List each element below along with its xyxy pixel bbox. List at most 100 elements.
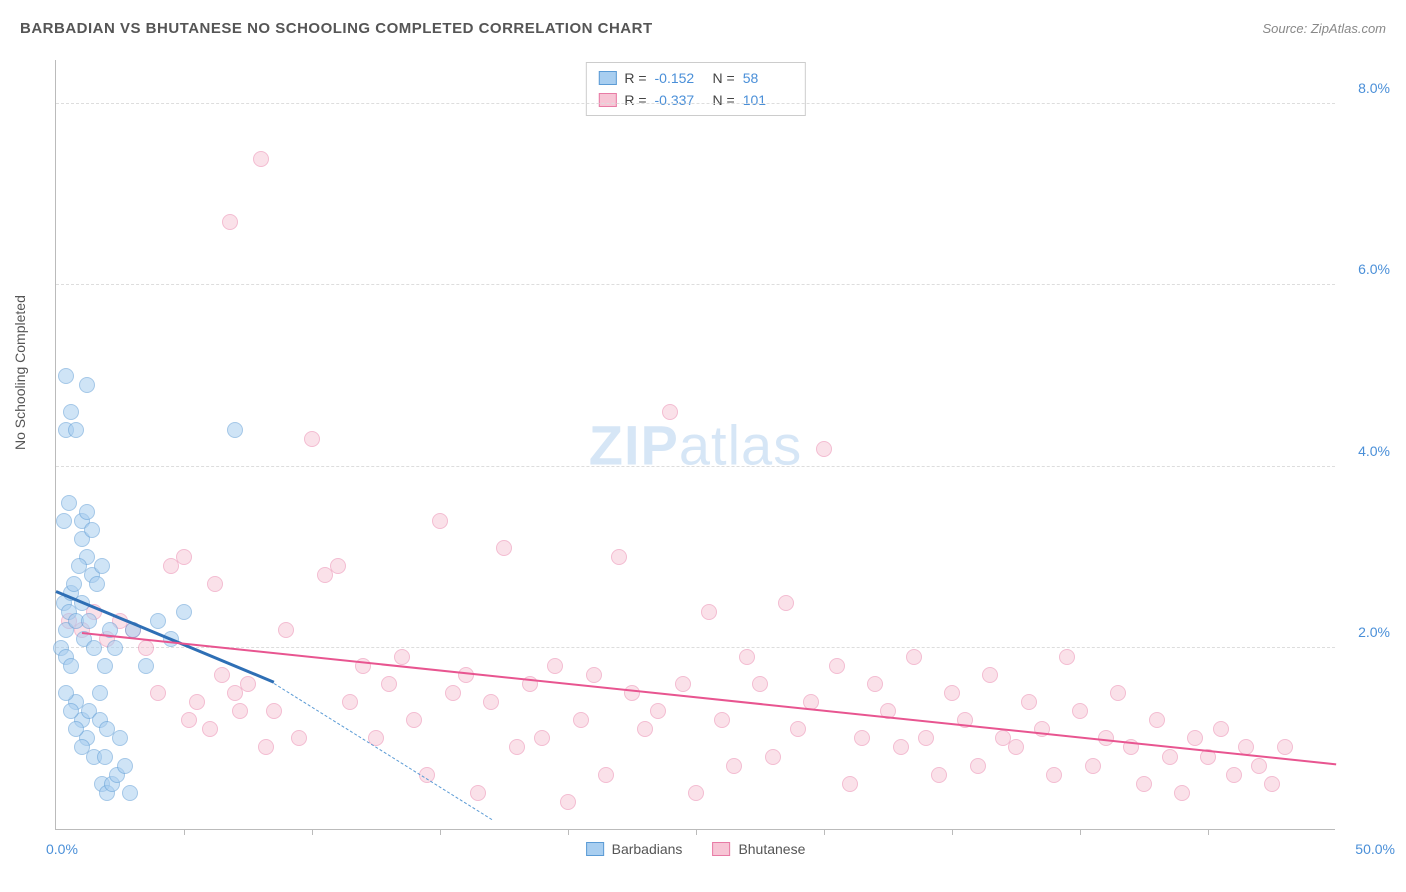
scatter-point-bhutanese: [1021, 694, 1037, 710]
scatter-point-bhutanese: [893, 739, 909, 755]
scatter-point-bhutanese: [688, 785, 704, 801]
scatter-point-bhutanese: [1174, 785, 1190, 801]
scatter-point-bhutanese: [931, 767, 947, 783]
scatter-point-barbadians: [92, 685, 108, 701]
x-tick: [1080, 829, 1081, 835]
source-attribution: Source: ZipAtlas.com: [1262, 21, 1386, 36]
chart-title: BARBADIAN VS BHUTANESE NO SCHOOLING COMP…: [20, 20, 653, 37]
scatter-point-barbadians: [97, 749, 113, 765]
scatter-point-bhutanese: [573, 712, 589, 728]
correlation-stats-box: R = -0.152 N = 58 R = -0.337 N = 101: [585, 62, 805, 116]
scatter-point-bhutanese: [918, 730, 934, 746]
scatter-point-bhutanese: [240, 676, 256, 692]
scatter-point-bhutanese: [560, 794, 576, 810]
scatter-point-barbadians: [107, 640, 123, 656]
n-value-barbadians: 58: [743, 67, 793, 89]
scatter-point-barbadians: [89, 576, 105, 592]
scatter-point-bhutanese: [381, 676, 397, 692]
scatter-point-bhutanese: [1277, 739, 1293, 755]
scatter-point-bhutanese: [189, 694, 205, 710]
scatter-point-bhutanese: [1162, 749, 1178, 765]
scatter-point-barbadians: [63, 703, 79, 719]
x-tick: [824, 829, 825, 835]
scatter-point-barbadians: [99, 721, 115, 737]
scatter-point-barbadians: [122, 785, 138, 801]
scatter-point-bhutanese: [624, 685, 640, 701]
legend-label-bhutanese: Bhutanese: [738, 841, 805, 857]
scatter-point-bhutanese: [714, 712, 730, 728]
gridline: [56, 466, 1335, 467]
scatter-point-bhutanese: [867, 676, 883, 692]
scatter-point-bhutanese: [406, 712, 422, 728]
scatter-point-barbadians: [68, 422, 84, 438]
scatter-point-barbadians: [63, 404, 79, 420]
scatter-point-bhutanese: [207, 576, 223, 592]
scatter-point-bhutanese: [1072, 703, 1088, 719]
scatter-point-bhutanese: [470, 785, 486, 801]
stats-row-barbadians: R = -0.152 N = 58: [598, 67, 792, 89]
n-value-bhutanese: 101: [743, 89, 793, 111]
scatter-point-bhutanese: [222, 214, 238, 230]
legend-swatch-bhutanese: [712, 842, 730, 856]
y-axis-label: No Schooling Completed: [12, 295, 28, 450]
legend-item-bhutanese: Bhutanese: [712, 841, 805, 857]
scatter-point-bhutanese: [342, 694, 358, 710]
n-label: N =: [713, 67, 735, 89]
scatter-point-bhutanese: [765, 749, 781, 765]
scatter-point-bhutanese: [138, 640, 154, 656]
scatter-point-barbadians: [84, 522, 100, 538]
scatter-point-bhutanese: [701, 604, 717, 620]
x-tick: [568, 829, 569, 835]
scatter-point-barbadians: [58, 368, 74, 384]
scatter-point-bhutanese: [483, 694, 499, 710]
legend-label-barbadians: Barbadians: [612, 841, 683, 857]
scatter-point-barbadians: [81, 613, 97, 629]
swatch-bhutanese: [598, 93, 616, 107]
scatter-point-bhutanese: [906, 649, 922, 665]
x-tick: [440, 829, 441, 835]
scatter-point-bhutanese: [598, 767, 614, 783]
scatter-point-barbadians: [150, 613, 166, 629]
y-tick-label: 8.0%: [1358, 80, 1390, 96]
scatter-point-bhutanese: [258, 739, 274, 755]
scatter-point-bhutanese: [752, 676, 768, 692]
scatter-point-bhutanese: [394, 649, 410, 665]
scatter-point-bhutanese: [432, 513, 448, 529]
x-tick: [312, 829, 313, 835]
scatter-point-bhutanese: [662, 404, 678, 420]
gridline: [56, 103, 1335, 104]
scatter-point-barbadians: [56, 513, 72, 529]
scatter-point-bhutanese: [586, 667, 602, 683]
scatter-point-barbadians: [227, 422, 243, 438]
scatter-point-bhutanese: [842, 776, 858, 792]
watermark: ZIPatlas: [589, 412, 802, 477]
scatter-point-bhutanese: [445, 685, 461, 701]
scatter-point-bhutanese: [291, 730, 307, 746]
scatter-point-bhutanese: [202, 721, 218, 737]
scatter-point-bhutanese: [278, 622, 294, 638]
scatter-point-barbadians: [138, 658, 154, 674]
r-value-barbadians: -0.152: [655, 67, 705, 89]
x-axis-min-label: 0.0%: [46, 841, 78, 857]
x-tick: [184, 829, 185, 835]
scatter-point-bhutanese: [1213, 721, 1229, 737]
scatter-point-bhutanese: [1059, 649, 1075, 665]
trend-line: [273, 683, 491, 820]
scatter-point-bhutanese: [214, 667, 230, 683]
scatter-point-bhutanese: [534, 730, 550, 746]
scatter-point-barbadians: [61, 495, 77, 511]
scatter-point-barbadians: [79, 504, 95, 520]
scatter-point-bhutanese: [637, 721, 653, 737]
scatter-point-bhutanese: [304, 431, 320, 447]
scatter-point-bhutanese: [496, 540, 512, 556]
scatter-point-bhutanese: [790, 721, 806, 737]
scatter-point-barbadians: [97, 658, 113, 674]
scatter-point-barbadians: [94, 558, 110, 574]
x-axis-max-label: 50.0%: [1355, 841, 1395, 857]
swatch-barbadians: [598, 71, 616, 85]
scatter-point-barbadians: [117, 758, 133, 774]
scatter-point-bhutanese: [253, 151, 269, 167]
scatter-point-barbadians: [68, 721, 84, 737]
scatter-point-barbadians: [63, 658, 79, 674]
scatter-point-bhutanese: [181, 712, 197, 728]
